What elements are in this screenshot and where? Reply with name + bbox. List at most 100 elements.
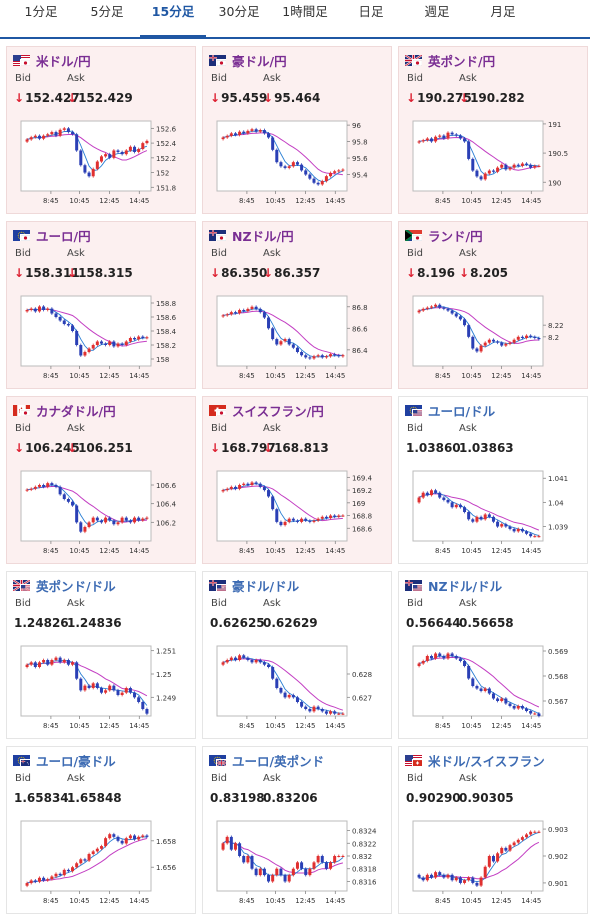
pair-name-link[interactable]: ユーロ/円 xyxy=(36,228,91,244)
tab-4[interactable]: 1時間足 xyxy=(282,4,328,19)
y-tick-label: 0.903 xyxy=(548,826,568,834)
x-tick-label: 8:45 xyxy=(239,722,255,730)
candle-body xyxy=(533,336,537,338)
tab-5[interactable]: 日足 xyxy=(358,4,384,19)
pair-name-link[interactable]: 米ドル/スイスフラン xyxy=(428,753,545,769)
candle-body xyxy=(29,308,33,310)
candle-body xyxy=(467,325,471,337)
tab-0[interactable]: 1分足 xyxy=(24,4,58,19)
candle-body xyxy=(312,862,316,869)
candle-body xyxy=(295,862,299,869)
ask-price: 1.65848 xyxy=(67,791,122,805)
candle-body xyxy=(329,515,333,519)
rate-card[interactable]: ランド/円 Bid Ask ↓8.196 ↓8.205 8.22 8.2 8:45 10:45 1… xyxy=(398,221,588,389)
currency-flag-icon xyxy=(405,579,422,591)
tab-7[interactable]: 月足 xyxy=(490,4,516,19)
chart-box[interactable]: 0.8324 0.8322 0.832 0.8318 0.8316 8:45 10:45 12… xyxy=(213,817,383,907)
pair-name-link[interactable]: スイスフラン/円 xyxy=(232,403,324,419)
rate-card[interactable]: カナダドル/円 Bid Ask ↓106.245 ↓106.251 106.6 106.4 1… xyxy=(6,396,196,564)
bid-value: 86.350 xyxy=(221,266,268,280)
tab-2[interactable]: 15分足 xyxy=(140,0,206,38)
tab-3[interactable]: 30分足 xyxy=(218,4,260,19)
rate-card[interactable]: ユーロ/円 Bid Ask ↓158.311 ↓158.315 158.8 158.6 158… xyxy=(6,221,196,389)
chart-box[interactable]: 191 190.5 190 8:45 10:45 12:45 14:45 xyxy=(409,117,579,207)
candle-body xyxy=(425,138,429,141)
candle-body xyxy=(512,842,516,846)
candle-body xyxy=(137,149,141,152)
candle-body xyxy=(467,666,471,679)
chart-box[interactable]: 0.628 0.627 8:45 10:45 12:45 14:45 xyxy=(213,642,383,732)
pair-name-link[interactable]: 英ポンド/ドル xyxy=(36,578,116,594)
bid-label: Bid xyxy=(211,423,227,434)
chart-box[interactable]: 152.6 152.4 152.2 152 151.8 8:45 10:45 12:45 14:… xyxy=(17,117,187,207)
bid-value: 0.62625 xyxy=(210,616,265,630)
chart-box[interactable]: 1.658 1.656 8:45 10:45 12:45 14:45 xyxy=(17,817,187,907)
pair-name-link[interactable]: NZドル/円 xyxy=(232,228,294,244)
rate-card[interactable]: ユーロ/豪ドル Bid Ask 1.65834 1.65848 1.658 1.656 8:4… xyxy=(6,746,196,914)
candle-body xyxy=(446,653,450,659)
tab-1[interactable]: 5分足 xyxy=(90,4,124,19)
chart-box[interactable]: 1.041 1.04 1.039 8:45 10:45 12:45 14:45 xyxy=(409,467,579,557)
x-tick-label: 12:45 xyxy=(491,547,511,555)
rate-card[interactable]: スイスフラン/円 Bid Ask ↓168.797 ↓168.813 169.4 169.2… xyxy=(202,396,392,564)
chart-box[interactable]: 1.251 1.25 1.249 8:45 10:45 12:45 14:45 xyxy=(17,642,187,732)
pair-name-link[interactable]: ユーロ/豪ドル xyxy=(36,753,116,769)
plot-area xyxy=(216,295,348,367)
rate-card[interactable]: 米ドル/スイスフラン Bid Ask 0.90290 0.90305 0.903 0.902… xyxy=(398,746,588,914)
rate-card[interactable]: 豪ドル/円 Bid Ask ↓95.459 ↓95.464 96 95.8 95.6 95.4 8… xyxy=(202,46,392,214)
candle-body xyxy=(429,490,433,496)
down-arrow-icon: ↓ xyxy=(14,91,25,105)
y-tick-label: 0.568 xyxy=(548,673,568,681)
candle-body xyxy=(133,835,137,840)
card-header: 米ドル/円 xyxy=(13,52,91,69)
rate-card[interactable]: 米ドル/円 Bid Ask ↓152.427 ↓152.429 152.6 152.4 152… xyxy=(6,46,196,214)
ask-price: ↓86.357 xyxy=(263,266,320,280)
rate-card[interactable]: 英ポンド/ドル Bid Ask 1.24826 1.24836 1.251 1.25 1.24… xyxy=(6,571,196,739)
candle-body xyxy=(33,486,37,489)
rate-card[interactable]: 豪ドル/ドル Bid Ask 0.62625 0.62629 0.628 0.627 8:45… xyxy=(202,571,392,739)
currency-flag-icon xyxy=(209,754,226,766)
candle-body xyxy=(479,176,483,180)
pair-name-link[interactable]: ユーロ/ドル xyxy=(428,403,496,419)
pair-name-link[interactable]: 豪ドル/ドル xyxy=(232,578,300,594)
candle-body xyxy=(141,835,145,837)
candle-body xyxy=(442,874,446,878)
candle-body xyxy=(520,706,524,709)
card-header: ユーロ/ドル xyxy=(405,402,496,419)
candle-body xyxy=(83,527,87,532)
ask-value: 158.315 xyxy=(78,266,133,280)
ask-label: Ask xyxy=(263,73,281,84)
chart-box[interactable]: 8.22 8.2 8:45 10:45 12:45 14:45 xyxy=(409,292,579,382)
candle-body xyxy=(229,657,233,660)
pair-name-link[interactable]: 英ポンド/円 xyxy=(428,53,496,69)
pair-name-link[interactable]: NZドル/ドル xyxy=(428,578,503,594)
chart-box[interactable]: 96 95.8 95.6 95.4 8:45 10:45 12:45 14:45 xyxy=(213,117,383,207)
chart-box[interactable]: 106.6 106.4 106.2 8:45 10:45 12:45 14:45 xyxy=(17,467,187,557)
tab-6[interactable]: 週足 xyxy=(424,4,450,19)
pair-name-link[interactable]: 豪ドル/円 xyxy=(232,53,287,69)
candle-body xyxy=(425,492,429,496)
y-tick-label: 158.2 xyxy=(156,342,176,350)
candle-body xyxy=(295,697,299,702)
price-chart: 86.8 86.6 86.4 8:45 10:45 12:45 14:45 xyxy=(216,295,368,380)
pair-name-link[interactable]: ユーロ/英ポンド xyxy=(232,753,325,769)
candle-body xyxy=(221,315,225,317)
pair-name-link[interactable]: カナダドル/円 xyxy=(36,403,116,419)
pair-name-link[interactable]: ランド/円 xyxy=(428,228,483,244)
rate-card[interactable]: ユーロ/ドル Bid Ask 1.03860 1.03863 1.041 1.04 1.039… xyxy=(398,396,588,564)
pair-name-link[interactable]: 米ドル/円 xyxy=(36,53,91,69)
rate-card[interactable]: ユーロ/英ポンド Bid Ask 0.83198 0.83206 0.8324 0.8322… xyxy=(202,746,392,914)
chart-box[interactable]: 0.569 0.568 0.567 8:45 10:45 12:45 14:45 xyxy=(409,642,579,732)
candle-body xyxy=(120,840,124,844)
candle-body xyxy=(137,336,141,340)
rate-card[interactable]: NZドル/円 Bid Ask ↓86.350 ↓86.357 86.8 86.6 86.4 8:… xyxy=(202,221,392,389)
chart-box[interactable]: 86.8 86.6 86.4 8:45 10:45 12:45 14:45 xyxy=(213,292,383,382)
chart-box[interactable]: 158.8 158.6 158.4 158.2 158 8:45 10:45 12:45 14:… xyxy=(17,292,187,382)
chart-box[interactable]: 0.903 0.902 0.901 8:45 10:45 12:45 14:45 xyxy=(409,817,579,907)
y-tick-label: 8.2 xyxy=(548,334,559,342)
bid-label: Bid xyxy=(407,248,423,259)
rate-card[interactable]: 英ポンド/円 Bid Ask ↓190.275 ↓190.282 191 190.5 190 8… xyxy=(398,46,588,214)
rate-card[interactable]: NZドル/ドル Bid Ask 0.56644 0.56658 0.569 0.568 0.5… xyxy=(398,571,588,739)
chart-box[interactable]: 169.4 169.2 169 168.8 168.6 8:45 10:45 12:45 14:… xyxy=(213,467,383,557)
candle-body xyxy=(537,713,541,716)
